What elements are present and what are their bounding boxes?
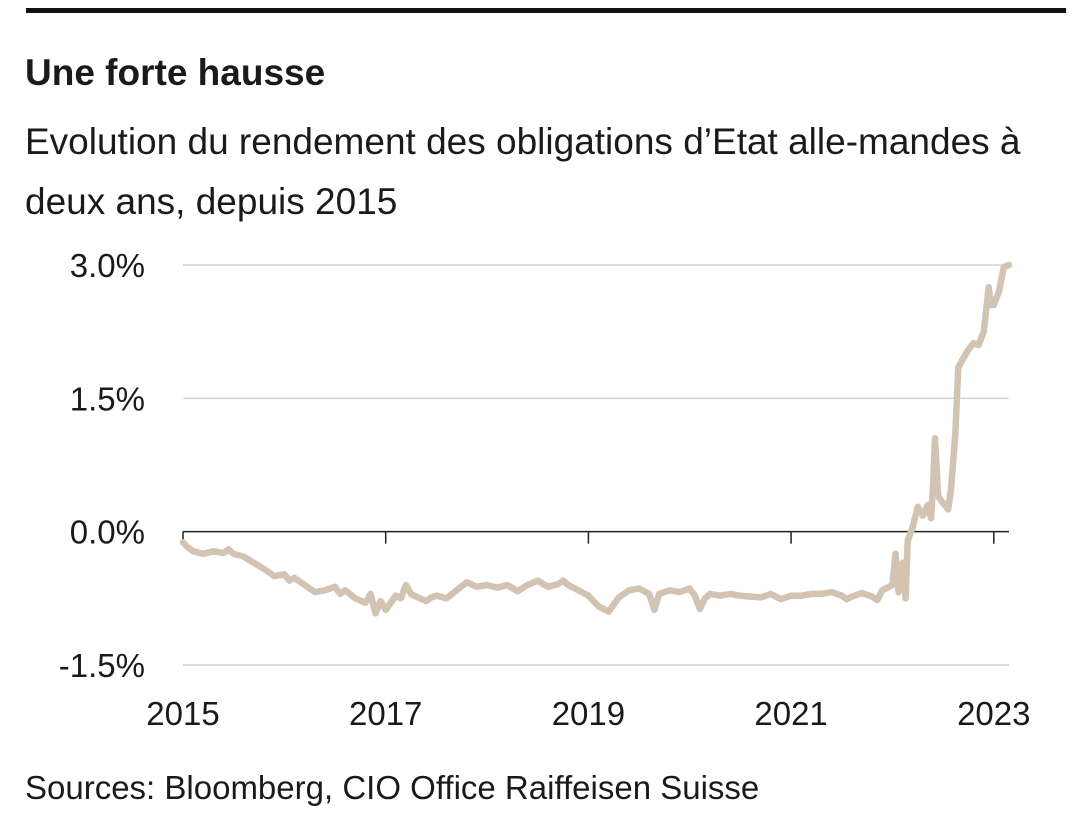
x-tick-label: 2021 bbox=[754, 695, 827, 732]
x-tick-label: 2015 bbox=[146, 695, 219, 732]
x-tick-label: 2017 bbox=[349, 695, 422, 732]
source-note: Sources: Bloomberg, CIO Office Raiffeise… bbox=[25, 769, 760, 806]
tick-labels: 3.0% 1.5% 0.0% -1.5%2015 2017 2019 2021 2023 bbox=[59, 247, 1031, 732]
y-tick-label: 3.0% bbox=[70, 247, 145, 284]
x-tick-label: 2019 bbox=[552, 695, 625, 732]
series-layer bbox=[179, 261, 1013, 617]
chart-subtitle: Evolution du rendement des obligations d… bbox=[25, 121, 1021, 222]
y-tick-label: -1.5% bbox=[59, 647, 145, 684]
y-tick-label: 1.5% bbox=[70, 380, 145, 417]
grid-lines bbox=[183, 264, 1009, 666]
chart-title: Une forte hausse bbox=[25, 52, 326, 93]
y-tick-label: 0.0% bbox=[70, 514, 145, 551]
series-line bbox=[179, 261, 1013, 617]
top-rule bbox=[26, 8, 1066, 13]
x-axis bbox=[182, 530, 1009, 544]
x-tick-label: 2023 bbox=[957, 695, 1030, 732]
